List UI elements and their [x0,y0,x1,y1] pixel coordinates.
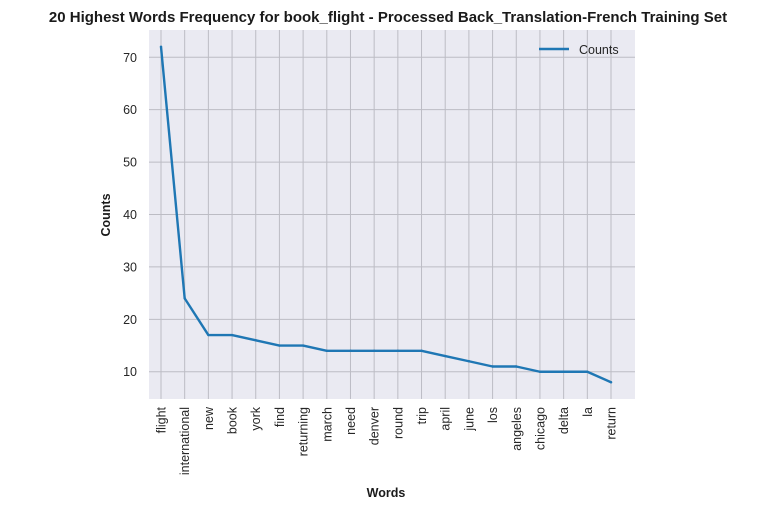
x-tick-label: round [391,407,405,439]
data-point-la [586,370,589,373]
y-tick-label: 70 [123,51,137,65]
y-tick-label: 60 [123,103,137,117]
data-point-april [444,354,447,358]
x-tick-label: denver [368,407,382,445]
x-tick-label: trip [415,407,429,424]
legend-label-counts: Counts [579,43,619,57]
data-point-denver [372,349,376,352]
x-tick-label: los [486,407,500,423]
data-point-need [349,349,352,352]
data-point-round [396,349,400,352]
y-tick-label: 40 [123,208,137,222]
x-tick-label: returning [297,407,311,456]
x-tick-label: new [202,406,216,430]
x-tick-label: book [226,406,240,434]
x-tick-label: la [581,407,595,417]
data-point-new [207,333,210,337]
x-tick-label: york [249,406,263,430]
y-tick-label: 50 [123,156,137,170]
data-point-los [491,365,494,368]
data-point-book [230,333,234,337]
x-tick-label: angeles [510,407,524,451]
data-point-march [325,349,328,352]
y-tick-label: 20 [123,313,137,327]
series-line-counts [159,45,613,384]
data-point-return [609,381,613,384]
chart-title: 20 Highest Words Frequency for book_flig… [49,9,727,26]
x-tick-label: march [320,407,334,442]
x-axis-ticks: flight international new book york find return… [155,406,619,475]
y-tick-label: 30 [123,260,137,274]
data-point-york [254,339,257,342]
y-axis-ticks: 10 20 30 40 50 60 70 [123,51,137,379]
data-point-chicago [538,370,542,373]
x-tick-label: return [605,407,619,440]
data-point-trip [420,349,423,352]
x-tick-label: delta [557,407,571,434]
data-point-find [278,344,281,347]
x-tick-label: flight [155,406,169,433]
grid [149,30,635,399]
data-point-returning [301,344,305,347]
data-point-angeles [515,365,518,368]
data-points [159,45,613,384]
x-tick-label: find [273,407,287,427]
data-point-delta [562,370,565,373]
data-point-june [467,360,471,363]
y-axis-label: Counts [99,193,113,236]
x-tick-label: international [178,407,192,475]
x-axis-label: Words [367,486,406,500]
data-point-international [183,297,186,300]
y-tick-label: 10 [123,365,137,379]
x-tick-label: june [462,407,476,432]
x-tick-label: need [344,407,358,435]
x-tick-label: chicago [533,407,547,450]
legend: Counts [539,43,619,57]
data-point-flight [159,45,163,48]
x-tick-label: april [439,407,453,431]
